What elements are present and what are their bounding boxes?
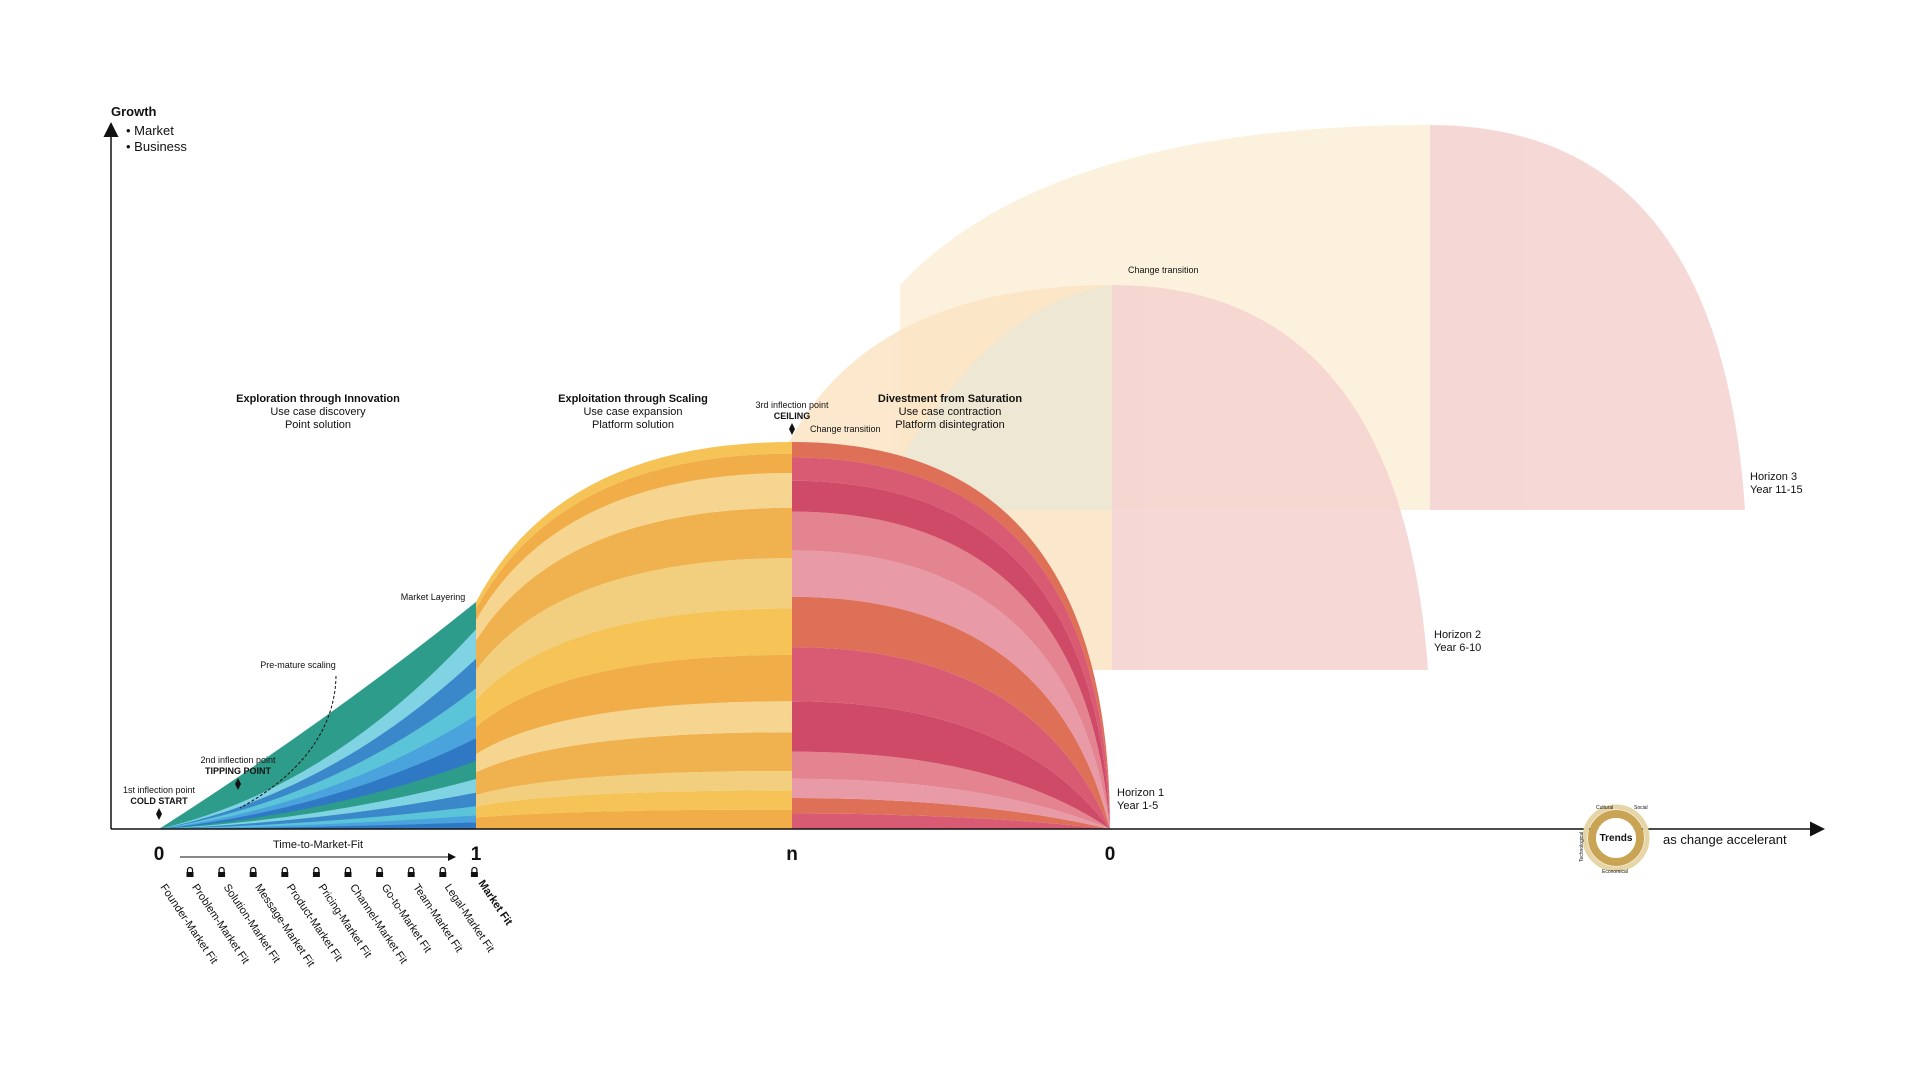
horizon-1-name: Horizon 1 [1117, 787, 1164, 799]
third-inflection-label: 3rd inflection point [755, 400, 829, 410]
trends-ring-technological: Technological [1579, 832, 1585, 862]
divestment-band [792, 798, 1110, 829]
phase-exploitation-line2: Platform solution [592, 419, 674, 431]
phase-exploration-title: Exploration through Innovation [236, 393, 400, 405]
first-inflection-label: 1st inflection point [123, 785, 196, 795]
exploitation-band [476, 507, 792, 671]
exploration-band [159, 806, 476, 829]
divestment-band [792, 701, 1110, 829]
exploitation-band [476, 732, 792, 795]
tick-0-start: 0 [154, 844, 165, 865]
time-to-market-fit-label: Time-to-Market-Fit [273, 839, 363, 851]
exploitation-band [476, 654, 792, 755]
y-axis-item-business: • Business [126, 139, 187, 154]
phase-divestment-line2: Platform disintegration [895, 419, 1004, 431]
exploitation-band [476, 701, 792, 773]
third-inflection-name: CEILING [774, 411, 811, 421]
trends-badge: Trends Cultural Social Technological Eco… [1579, 804, 1650, 875]
phase-exploitation-line1: Use case expansion [583, 406, 682, 418]
exploration-band [159, 815, 476, 829]
third-inflection-marker [789, 423, 795, 435]
change-transition-label-2: Change transition [1128, 265, 1199, 275]
exploration-band [159, 822, 476, 829]
lock-icon [312, 866, 320, 877]
second-inflection-label: 2nd inflection point [200, 755, 276, 765]
exploitation-band [476, 453, 792, 621]
horizon-3-name: Horizon 3 [1750, 471, 1797, 483]
exploration-band [159, 792, 476, 829]
divestment-band [792, 596, 1110, 829]
premature-scaling-label: Pre-mature scaling [260, 660, 336, 670]
lock-icon [186, 866, 194, 877]
phase-exploration-line2: Point solution [285, 419, 351, 431]
divestment-band [792, 751, 1110, 829]
fit-label: Product-Market Fit [284, 882, 345, 964]
phase-divestment-title: Divestment from Saturation [878, 393, 1023, 405]
fit-label: Message-Market Fit [252, 882, 316, 969]
divestment-band [792, 442, 1110, 829]
lock-icon [249, 866, 257, 877]
phase-exploration-line1: Use case discovery [270, 406, 366, 418]
divestment-band [792, 511, 1110, 829]
exploitation-band [476, 472, 792, 641]
divestment-band [792, 647, 1110, 829]
trends-ring-cultural: Cultural [1596, 805, 1613, 811]
fit-label: Solution-Market Fit [221, 882, 283, 965]
divestment-bands [792, 442, 1110, 829]
fit-label: Founder-Market Fit [158, 882, 220, 966]
horizon-1-years: Year 1-5 [1117, 800, 1158, 812]
trends-ring-economical: Economical [1602, 869, 1628, 875]
change-transition-label-1: Change transition [810, 424, 881, 434]
lock-icon [439, 866, 447, 877]
exploitation-band [476, 770, 792, 807]
divestment-band [792, 813, 1110, 829]
exploitation-band [476, 442, 792, 609]
fit-label: Channel-Market Fit [347, 882, 409, 966]
exploration-bands [159, 602, 476, 829]
premature-scaling-curve [239, 675, 337, 809]
divestment-band [792, 550, 1110, 829]
exploitation-band [476, 790, 792, 818]
tick-1: 1 [471, 844, 482, 865]
exploitation-bands [476, 442, 792, 829]
horizon-2-name: Horizon 2 [1434, 629, 1481, 641]
market-fit-label: Market Fit [476, 878, 515, 928]
exploitation-band [476, 608, 792, 727]
lock-icon [376, 866, 384, 877]
lock-icon [470, 866, 478, 877]
trends-ring-social: Social [1634, 805, 1648, 811]
lock-icon [407, 866, 415, 877]
lock-icon [281, 866, 289, 877]
horizon-2-years: Year 6-10 [1434, 642, 1481, 654]
lock-icon [344, 866, 352, 877]
phase-divestment-line1: Use case contraction [899, 406, 1002, 418]
exploitation-band [476, 809, 792, 829]
divestment-band [792, 778, 1110, 829]
trends-label: Trends [1600, 833, 1633, 844]
y-axis-title: Growth [111, 104, 157, 119]
first-inflection-name: COLD START [130, 796, 188, 806]
market-layering-label: Market Layering [401, 592, 466, 602]
lock-icon [218, 866, 226, 877]
exploration-band [159, 779, 476, 829]
fit-label: Problem-Market Fit [189, 882, 251, 966]
tick-0-end: 0 [1105, 844, 1116, 865]
x-axis-caption: as change accelerant [1663, 832, 1787, 847]
horizon-3-years: Year 11-15 [1750, 484, 1803, 496]
second-inflection-name: TIPPING POINT [205, 766, 272, 776]
second-inflection-marker [235, 778, 241, 790]
tick-n: n [786, 844, 798, 865]
phase-exploitation-title: Exploitation through Scaling [558, 393, 708, 405]
first-inflection-marker [156, 808, 162, 820]
y-axis-item-market: • Market [126, 123, 174, 138]
exploitation-band [476, 558, 792, 700]
trends-ring [1588, 810, 1644, 866]
